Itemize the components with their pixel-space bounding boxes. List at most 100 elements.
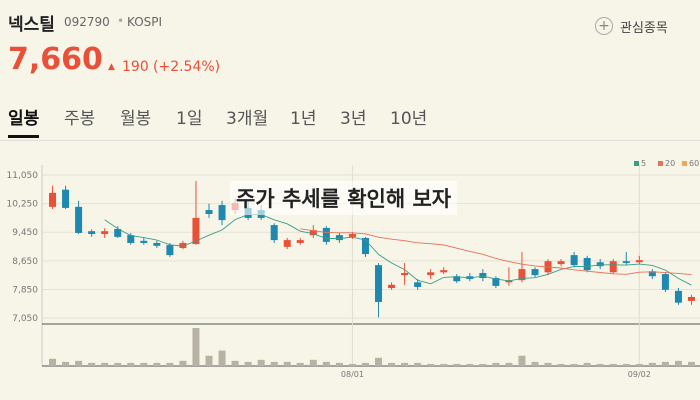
x-tick-label: 08/01 bbox=[341, 370, 364, 379]
volume-bar bbox=[466, 363, 474, 366]
candle-body bbox=[609, 261, 617, 273]
volume-bar bbox=[127, 362, 135, 366]
volume-bar bbox=[114, 362, 122, 366]
candle-body bbox=[492, 278, 500, 286]
volume-bar bbox=[401, 362, 409, 366]
volume-bar bbox=[596, 363, 604, 366]
volume-bar bbox=[609, 363, 617, 366]
volume-bar bbox=[388, 362, 396, 366]
candle-body bbox=[687, 296, 695, 301]
candle-body bbox=[388, 284, 396, 289]
candle-body bbox=[635, 260, 643, 263]
candle-body bbox=[648, 271, 656, 277]
tab[interactable]: 주봉 bbox=[64, 109, 96, 129]
candle-body bbox=[557, 261, 565, 265]
volume-bar bbox=[62, 361, 70, 366]
price: 7,660 bbox=[8, 42, 103, 77]
candle-body bbox=[166, 245, 174, 256]
tab[interactable]: 일봉 bbox=[8, 104, 40, 138]
candle-body bbox=[88, 231, 96, 235]
candle-body bbox=[531, 269, 539, 276]
dot: • bbox=[117, 14, 125, 28]
candle-body bbox=[114, 229, 122, 237]
candle-body bbox=[153, 242, 161, 246]
volume-bar bbox=[335, 362, 343, 366]
volume-bar bbox=[361, 362, 369, 366]
volume-bar bbox=[531, 361, 539, 366]
volume-bar bbox=[348, 363, 356, 366]
volume-bar bbox=[635, 363, 643, 366]
candle-body bbox=[179, 242, 187, 248]
candle-body bbox=[518, 269, 526, 281]
candle-body bbox=[453, 276, 461, 282]
y-tick-label: 8,650 bbox=[12, 257, 38, 267]
overlay-caption: 주가 추세를 확인해 보자 bbox=[230, 181, 458, 215]
candle-body bbox=[322, 227, 330, 242]
candle-body bbox=[127, 235, 135, 243]
volume-bar bbox=[687, 361, 695, 366]
tab[interactable]: 1년 bbox=[290, 109, 317, 129]
candle-body bbox=[361, 237, 369, 255]
stock-name: 넥스틸 bbox=[8, 15, 55, 35]
volume-bar bbox=[505, 362, 513, 366]
volume-bar bbox=[544, 362, 552, 366]
candle-body bbox=[375, 265, 383, 302]
volume-bar bbox=[88, 362, 96, 366]
volume-bar bbox=[661, 361, 669, 366]
volume-bar bbox=[101, 362, 109, 366]
plus-icon[interactable]: + bbox=[595, 17, 613, 35]
tab[interactable]: 월봉 bbox=[120, 109, 152, 129]
candle-body bbox=[218, 205, 226, 221]
tab[interactable]: 10년 bbox=[390, 109, 428, 129]
volume-bar bbox=[179, 360, 187, 366]
candle-body bbox=[674, 290, 682, 303]
y-tick-label: 10,250 bbox=[7, 200, 39, 210]
volume-bar bbox=[570, 363, 578, 366]
volume-bar bbox=[218, 350, 226, 366]
volume-bar bbox=[166, 362, 174, 366]
legend-label: 5 bbox=[641, 159, 646, 168]
candle-body bbox=[62, 189, 70, 208]
legend-label: 60 bbox=[689, 159, 699, 168]
volume-bar bbox=[283, 361, 291, 366]
volume-bar bbox=[153, 362, 161, 366]
candle-body bbox=[427, 272, 435, 276]
candle-body bbox=[622, 261, 630, 263]
legend-label: 20 bbox=[665, 159, 675, 168]
volume-bar bbox=[583, 362, 591, 366]
volume-bar bbox=[192, 328, 200, 366]
volume-bar bbox=[257, 359, 265, 366]
candle-body bbox=[101, 231, 109, 235]
candle-body bbox=[414, 282, 422, 287]
candle-body bbox=[583, 257, 591, 271]
volume-bar bbox=[375, 357, 383, 366]
watch-button[interactable]: 관심종목 bbox=[620, 21, 668, 36]
candle-body bbox=[335, 235, 343, 241]
legend-swatch bbox=[658, 161, 663, 166]
y-tick-label: 7,850 bbox=[12, 285, 38, 295]
volume-bar bbox=[518, 355, 526, 366]
candle-body bbox=[401, 273, 409, 276]
volume-bar bbox=[427, 363, 435, 366]
x-tick-label: 09/02 bbox=[628, 370, 651, 379]
volume-bar bbox=[440, 363, 448, 366]
volume-bar bbox=[648, 362, 656, 366]
candle-body bbox=[661, 274, 669, 290]
candle-body bbox=[348, 234, 356, 237]
tab[interactable]: 3개월 bbox=[226, 109, 269, 129]
tab[interactable]: 3년 bbox=[340, 109, 367, 129]
volume-bar bbox=[244, 361, 252, 366]
volume-bar bbox=[49, 358, 57, 366]
stock-code: 092790 bbox=[64, 15, 110, 29]
candle-body bbox=[283, 240, 291, 247]
candle-body bbox=[296, 240, 304, 243]
tab[interactable]: 1일 bbox=[176, 109, 203, 129]
candle-body bbox=[75, 206, 83, 233]
market: KOSPI bbox=[127, 15, 163, 29]
volume-bar bbox=[140, 362, 148, 366]
candle-body bbox=[49, 192, 57, 207]
candle-body bbox=[440, 270, 448, 273]
candle-body bbox=[570, 255, 578, 266]
change: 190 bbox=[122, 59, 149, 75]
